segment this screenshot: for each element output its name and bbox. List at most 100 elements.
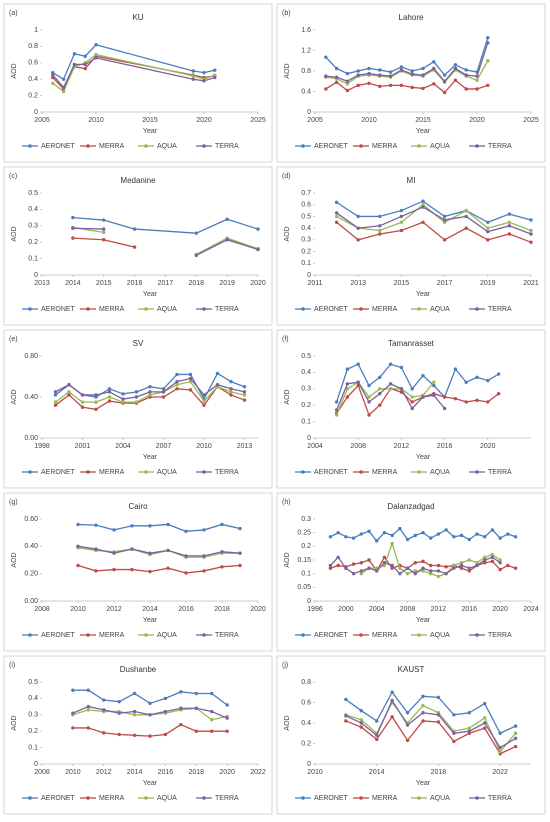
x-tick-label: 2018 xyxy=(431,769,447,776)
x-tick-label: 2008 xyxy=(34,769,50,776)
data-point xyxy=(413,569,417,573)
data-point xyxy=(367,383,371,388)
y-tick-label: 0.3 xyxy=(301,516,311,523)
x-axis-label: Year xyxy=(416,780,431,787)
x-tick-label: 2016 xyxy=(461,606,477,613)
data-point xyxy=(529,232,533,236)
data-point xyxy=(194,691,198,696)
series-line xyxy=(345,699,516,749)
x-tick-label: 1998 xyxy=(34,443,50,450)
y-tick-label: 0.1 xyxy=(301,260,311,267)
data-point xyxy=(83,62,87,67)
y-tick-label: 0.4 xyxy=(301,88,311,95)
data-point xyxy=(344,566,348,570)
data-point xyxy=(134,390,139,394)
data-point xyxy=(429,536,433,540)
data-point xyxy=(410,400,414,404)
data-point xyxy=(356,380,360,384)
data-point xyxy=(459,561,464,565)
legend-marker xyxy=(359,633,363,637)
data-point xyxy=(375,569,379,573)
legend-marker xyxy=(475,307,479,311)
y-tick-label: 0.3 xyxy=(28,223,38,230)
legend-label: MERRA xyxy=(372,469,398,476)
data-point xyxy=(464,380,468,384)
legend-label: AQUA xyxy=(430,632,450,639)
data-point xyxy=(345,382,350,386)
legend-label: AQUA xyxy=(157,306,177,313)
data-point xyxy=(410,69,414,73)
x-tick-label: 2005 xyxy=(34,117,50,124)
x-tick-label: 2021 xyxy=(523,280,539,287)
data-point xyxy=(399,228,404,233)
data-point xyxy=(188,376,193,381)
data-point xyxy=(117,699,121,704)
x-axis-label: Year xyxy=(143,454,158,461)
data-point xyxy=(328,566,333,570)
data-point xyxy=(242,390,247,394)
data-point xyxy=(72,62,77,67)
data-point xyxy=(76,563,80,568)
data-point xyxy=(442,218,447,222)
data-point xyxy=(421,199,425,203)
data-point xyxy=(453,63,458,67)
data-point xyxy=(483,561,487,565)
legend-label: AERONET xyxy=(41,795,76,802)
legend-marker xyxy=(417,307,421,311)
data-point xyxy=(359,725,363,729)
data-point xyxy=(202,528,206,532)
y-tick-label: 0.60 xyxy=(24,516,38,523)
data-point xyxy=(367,566,371,570)
x-tick-label: 1996 xyxy=(307,606,323,613)
x-tick-label: 2015 xyxy=(394,280,410,287)
data-point xyxy=(175,383,179,387)
data-point xyxy=(86,708,90,712)
data-point xyxy=(475,563,479,568)
data-point xyxy=(256,247,260,252)
data-point xyxy=(399,220,404,224)
data-point xyxy=(336,555,340,559)
data-point xyxy=(421,73,425,77)
legend-label: AQUA xyxy=(157,469,177,476)
data-point xyxy=(53,400,58,404)
y-tick-label: 0.00 xyxy=(24,435,38,442)
data-point xyxy=(225,703,229,707)
y-tick-label: 0.4 xyxy=(301,369,311,376)
data-point xyxy=(80,393,85,397)
data-point xyxy=(107,390,112,394)
data-point xyxy=(388,362,393,366)
x-tick-label: 2020 xyxy=(469,117,485,124)
panel-label: (a) xyxy=(9,10,18,17)
data-point xyxy=(529,218,533,222)
data-point xyxy=(432,60,436,64)
data-point xyxy=(184,571,188,575)
data-point xyxy=(328,563,333,568)
data-point xyxy=(334,75,339,79)
legend-marker xyxy=(202,470,206,474)
data-point xyxy=(148,701,152,706)
data-point xyxy=(483,721,487,725)
y-axis-label: AOD xyxy=(284,63,291,78)
legend-label: AERONET xyxy=(41,143,76,150)
data-point xyxy=(72,52,77,56)
y-tick-label: 0.1 xyxy=(301,418,311,425)
data-point xyxy=(390,566,394,570)
data-point xyxy=(210,718,214,722)
data-point xyxy=(464,400,468,404)
data-point xyxy=(398,526,402,531)
data-point xyxy=(421,530,425,535)
data-point xyxy=(191,77,195,81)
data-point xyxy=(94,43,98,47)
x-tick-label: 2013 xyxy=(350,280,366,287)
data-point xyxy=(421,205,425,209)
legend-label: MERRA xyxy=(99,143,125,150)
data-point xyxy=(76,544,80,549)
data-point xyxy=(421,66,425,71)
data-point xyxy=(163,709,168,714)
x-tick-label: 2004 xyxy=(307,443,323,450)
x-tick-label: 2015 xyxy=(96,280,112,287)
data-point xyxy=(132,227,137,231)
y-axis-label: AOD xyxy=(284,389,291,404)
data-point xyxy=(148,385,152,389)
